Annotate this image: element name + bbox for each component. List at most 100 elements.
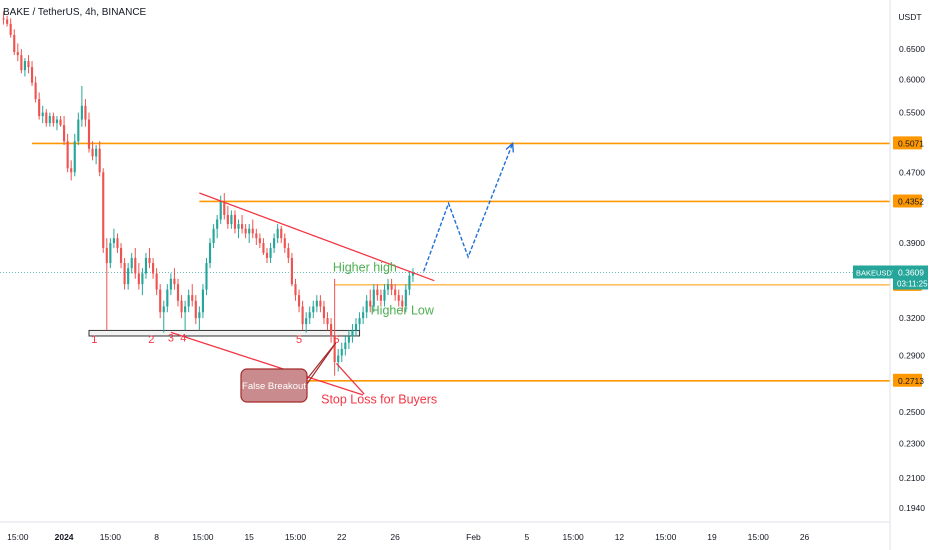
false-breakout-callout[interactable]: False Breakout xyxy=(240,342,337,403)
candle[interactable] xyxy=(269,243,272,264)
candle[interactable] xyxy=(169,273,172,296)
candle[interactable] xyxy=(176,278,180,307)
candle[interactable] xyxy=(162,300,165,333)
candle[interactable] xyxy=(116,233,119,253)
candle[interactable] xyxy=(333,278,336,376)
candle[interactable] xyxy=(73,133,76,177)
candle[interactable] xyxy=(27,55,30,74)
candle[interactable] xyxy=(205,257,208,296)
candle[interactable] xyxy=(212,224,215,248)
candle[interactable] xyxy=(80,85,83,127)
candle[interactable] xyxy=(411,268,415,282)
candle[interactable] xyxy=(319,295,322,313)
candle[interactable] xyxy=(208,238,212,269)
candle[interactable] xyxy=(20,49,23,74)
candle[interactable] xyxy=(283,233,286,253)
candle[interactable] xyxy=(404,284,407,313)
candle[interactable] xyxy=(6,15,9,27)
candle[interactable] xyxy=(294,278,297,301)
candle[interactable] xyxy=(152,257,155,279)
candle[interactable] xyxy=(87,112,91,153)
candle[interactable] xyxy=(237,219,240,239)
candle[interactable] xyxy=(77,112,80,145)
candle[interactable] xyxy=(66,133,69,173)
candle[interactable] xyxy=(180,295,183,319)
candle[interactable] xyxy=(148,247,151,269)
candle[interactable] xyxy=(322,300,326,325)
candle[interactable] xyxy=(45,109,48,127)
candle[interactable] xyxy=(290,252,293,287)
candle[interactable] xyxy=(166,284,169,313)
candle[interactable] xyxy=(2,11,5,25)
candle[interactable] xyxy=(102,168,105,253)
candle[interactable] xyxy=(55,116,59,131)
candle[interactable] xyxy=(112,228,115,248)
candle[interactable] xyxy=(308,306,311,325)
candle[interactable] xyxy=(365,295,368,319)
candle[interactable] xyxy=(312,300,315,319)
candle[interactable] xyxy=(130,252,133,274)
candle[interactable] xyxy=(144,252,148,279)
candle[interactable] xyxy=(383,284,386,307)
candle[interactable] xyxy=(38,92,41,120)
candle[interactable] xyxy=(305,312,308,333)
candle[interactable] xyxy=(326,312,329,331)
candle[interactable] xyxy=(201,284,204,319)
candle[interactable] xyxy=(226,206,229,229)
candle[interactable] xyxy=(262,238,265,255)
candle[interactable] xyxy=(244,224,247,239)
candle[interactable] xyxy=(141,268,144,296)
candle[interactable] xyxy=(216,214,219,239)
candle[interactable] xyxy=(34,76,37,103)
candle[interactable] xyxy=(251,219,254,239)
candle[interactable] xyxy=(379,289,382,307)
candles-layer[interactable] xyxy=(2,11,415,376)
candle[interactable] xyxy=(301,300,304,331)
candle[interactable] xyxy=(191,284,194,307)
candle[interactable] xyxy=(219,195,222,225)
candle[interactable] xyxy=(347,330,350,350)
candle[interactable] xyxy=(109,238,112,269)
candle[interactable] xyxy=(330,318,333,343)
candle[interactable] xyxy=(119,243,123,269)
candle[interactable] xyxy=(340,342,343,363)
candle[interactable] xyxy=(9,18,12,38)
candle[interactable] xyxy=(397,289,400,307)
candle[interactable] xyxy=(63,116,66,145)
callout-box[interactable] xyxy=(240,368,308,403)
candle[interactable] xyxy=(233,210,237,234)
candle[interactable] xyxy=(194,295,197,325)
candle[interactable] xyxy=(16,43,19,62)
candle[interactable] xyxy=(13,29,16,56)
candle[interactable] xyxy=(70,160,73,181)
candle[interactable] xyxy=(344,336,347,356)
candle[interactable] xyxy=(198,306,201,331)
candle[interactable] xyxy=(315,295,318,313)
time-axis[interactable]: 15:00 2024 15:00 8 15:00 15 15:00 22 26 Feb 5 15:00… xyxy=(7,532,809,542)
candle[interactable] xyxy=(394,284,397,301)
candle[interactable] xyxy=(84,99,87,127)
candle[interactable] xyxy=(273,233,276,253)
candle[interactable] xyxy=(372,284,375,313)
candle[interactable] xyxy=(123,257,126,290)
candle[interactable] xyxy=(376,284,379,301)
candle[interactable] xyxy=(255,228,258,246)
candle[interactable] xyxy=(390,278,393,296)
candle[interactable] xyxy=(155,268,158,296)
candle[interactable] xyxy=(52,112,55,127)
candle[interactable] xyxy=(134,247,137,279)
candle[interactable] xyxy=(98,141,101,177)
candle[interactable] xyxy=(187,289,190,313)
candle[interactable] xyxy=(265,247,269,264)
candle[interactable] xyxy=(386,278,390,296)
candle[interactable] xyxy=(137,263,140,290)
candle[interactable] xyxy=(241,214,244,234)
candle[interactable] xyxy=(337,349,340,372)
candle[interactable] xyxy=(297,289,301,313)
candle[interactable] xyxy=(258,233,261,248)
candle[interactable] xyxy=(105,238,108,331)
candle[interactable] xyxy=(127,263,130,290)
candle[interactable] xyxy=(23,58,26,77)
candle[interactable] xyxy=(248,224,251,244)
